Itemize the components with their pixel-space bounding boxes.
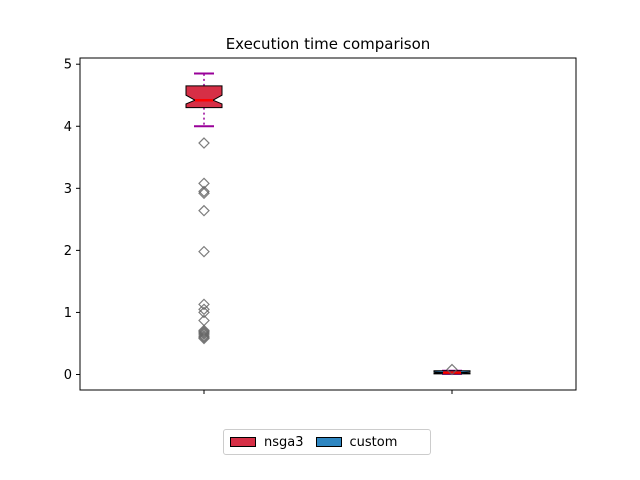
legend-swatch-nsga3 bbox=[230, 437, 256, 447]
boxplot-series-group bbox=[185, 72, 471, 376]
chart-title: Execution time comparison bbox=[226, 35, 431, 53]
outlier-point bbox=[198, 331, 210, 344]
outlier-point bbox=[198, 303, 210, 316]
outlier-point bbox=[198, 324, 210, 337]
x-axis bbox=[203, 390, 453, 394]
outlier-point bbox=[198, 327, 210, 339]
outlier-point bbox=[198, 298, 210, 311]
outlier-point bbox=[198, 137, 210, 149]
outlier-point bbox=[446, 363, 458, 376]
y-tick-label: 2 bbox=[64, 244, 72, 259]
legend-swatch-custom bbox=[315, 437, 342, 447]
outlier-point bbox=[198, 325, 210, 338]
y-tick-label: 0 bbox=[64, 368, 72, 383]
y-axis: 0 1 2 3 4 5 bbox=[64, 58, 80, 383]
y-tick-label: 3 bbox=[64, 182, 72, 197]
boxplot-nsga3 bbox=[185, 72, 223, 345]
outlier-point bbox=[198, 332, 210, 345]
y-tick-label: 4 bbox=[64, 120, 72, 135]
box-nsga3 bbox=[185, 85, 223, 109]
y-tick-label: 5 bbox=[64, 58, 72, 73]
legend-entry-custom: custom bbox=[315, 434, 398, 450]
outlier-point bbox=[198, 185, 210, 198]
boxplot-custom bbox=[433, 363, 471, 376]
legend: nsga3 custom bbox=[223, 429, 431, 455]
outlier-point bbox=[198, 204, 210, 217]
outlier-point bbox=[198, 328, 210, 340]
plot-area-frame bbox=[79, 57, 577, 391]
legend-label-nsga3: nsga3 bbox=[264, 434, 304, 450]
outlier-point bbox=[198, 187, 210, 200]
outlier-point bbox=[198, 306, 210, 319]
legend-entry-nsga3: nsga3 bbox=[230, 435, 304, 450]
y-tick-label: 1 bbox=[64, 306, 72, 321]
legend-label-custom: custom bbox=[349, 434, 398, 450]
outlier-point bbox=[198, 330, 210, 342]
outlier-point bbox=[198, 245, 210, 258]
